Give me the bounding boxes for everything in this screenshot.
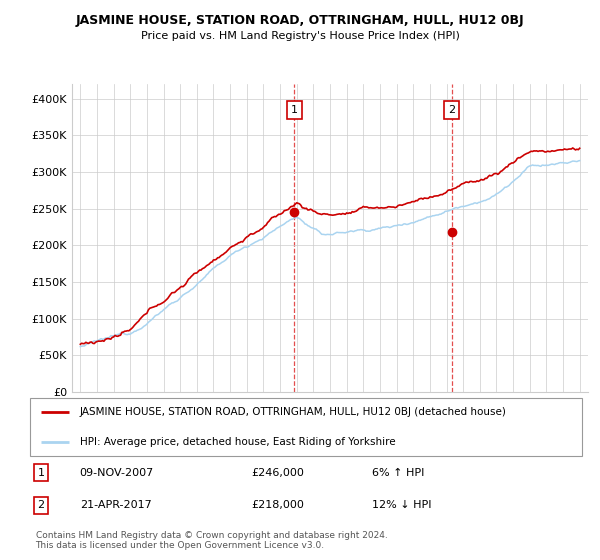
Text: £246,000: £246,000 [251,468,304,478]
FancyBboxPatch shape [30,398,582,456]
Text: 6% ↑ HPI: 6% ↑ HPI [372,468,425,478]
Text: 2: 2 [37,501,44,510]
Text: 09-NOV-2007: 09-NOV-2007 [80,468,154,478]
Text: Price paid vs. HM Land Registry's House Price Index (HPI): Price paid vs. HM Land Registry's House … [140,31,460,41]
Text: £218,000: £218,000 [251,501,304,510]
Text: 21-APR-2017: 21-APR-2017 [80,501,151,510]
Text: 12% ↓ HPI: 12% ↓ HPI [372,501,432,510]
Text: JASMINE HOUSE, STATION ROAD, OTTRINGHAM, HULL, HU12 0BJ (detached house): JASMINE HOUSE, STATION ROAD, OTTRINGHAM,… [80,407,506,417]
Text: 1: 1 [38,468,44,478]
Text: HPI: Average price, detached house, East Riding of Yorkshire: HPI: Average price, detached house, East… [80,437,395,447]
Text: Contains HM Land Registry data © Crown copyright and database right 2024.
This d: Contains HM Land Registry data © Crown c… [35,531,387,550]
Text: 2: 2 [448,105,455,115]
Text: JASMINE HOUSE, STATION ROAD, OTTRINGHAM, HULL, HU12 0BJ: JASMINE HOUSE, STATION ROAD, OTTRINGHAM,… [76,14,524,27]
Text: 1: 1 [291,105,298,115]
